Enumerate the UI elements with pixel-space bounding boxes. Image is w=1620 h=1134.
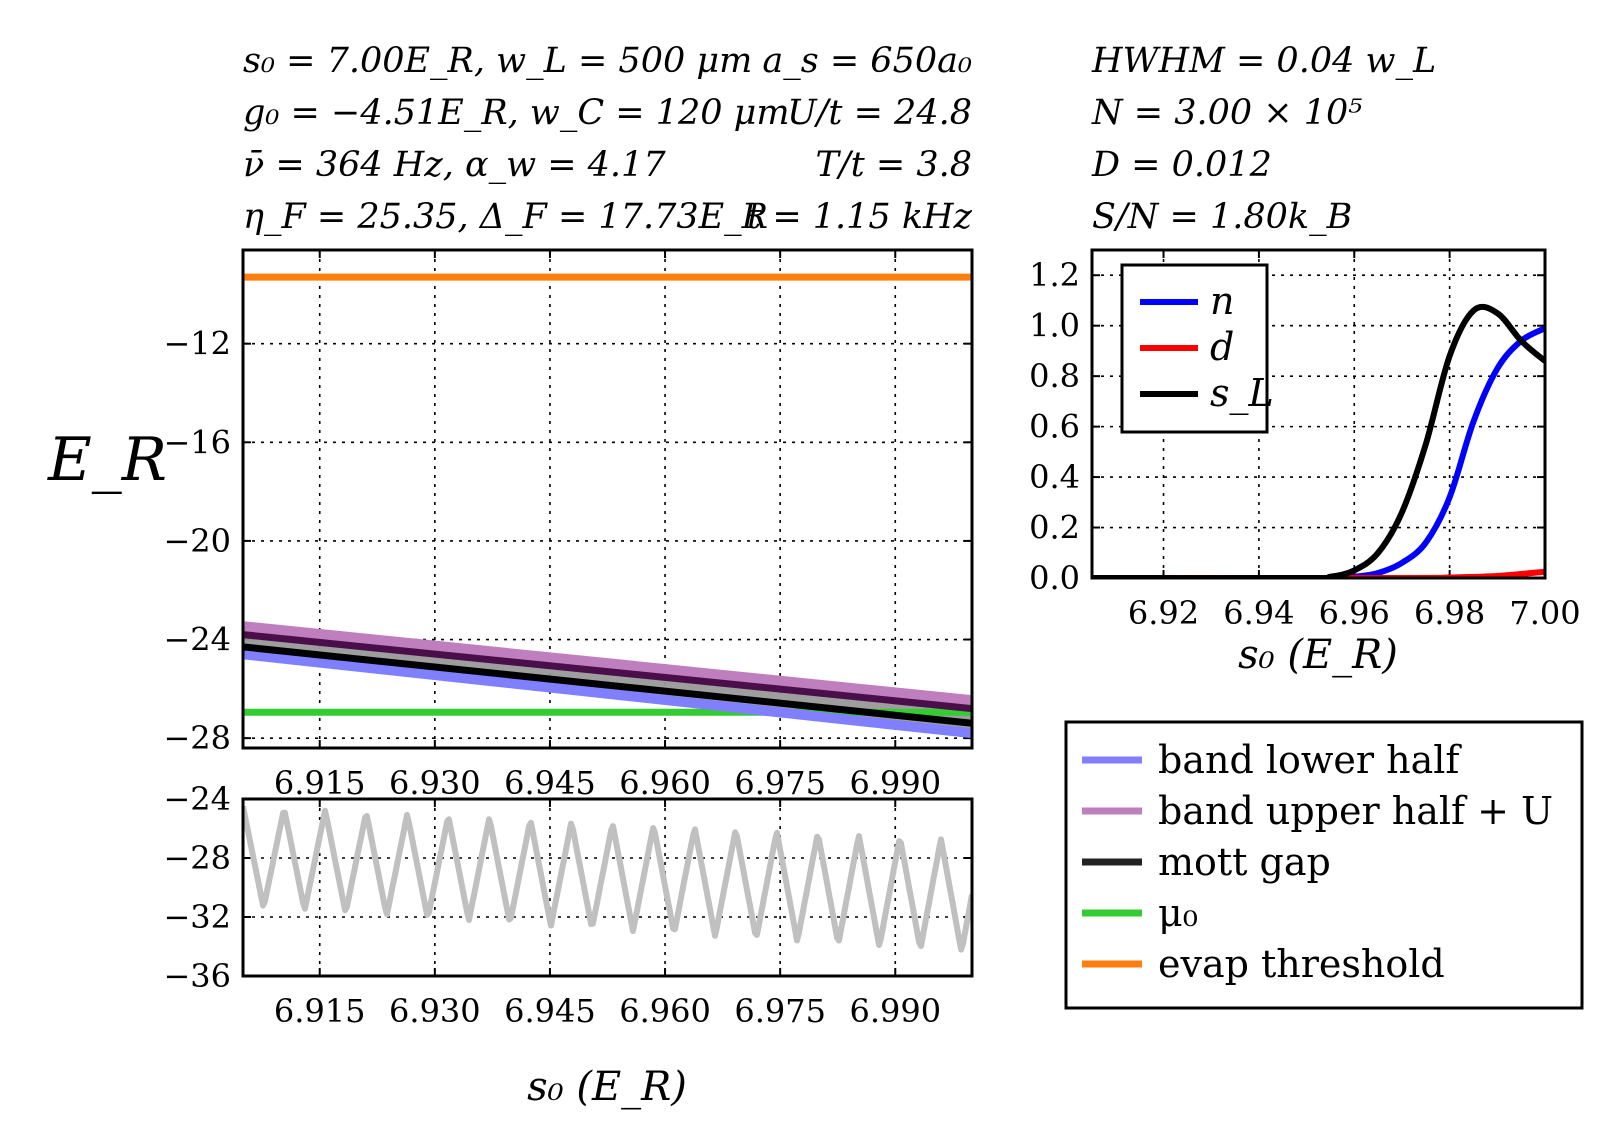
mott-gap-line xyxy=(243,643,972,727)
energy-xtick-label-1: 6.930 xyxy=(389,764,481,802)
param-right-3: D = 0.012 xyxy=(1091,145,1272,185)
main-legend-label-1: band upper half + U xyxy=(1158,789,1553,833)
osc-xtick-label-3: 6.960 xyxy=(619,992,711,1030)
frac-ytick-label-6: 1.2 xyxy=(1029,256,1080,294)
fraction-legend-label-1: d xyxy=(1210,325,1234,369)
band-upper-half-line xyxy=(243,621,972,708)
frac-xtick-label-0: 6.92 xyxy=(1128,594,1199,632)
osc-ytick-label-0: −24 xyxy=(163,780,231,818)
oscillation-line xyxy=(243,805,972,953)
energy-ytick-label-4: −28 xyxy=(163,719,231,757)
osc-ytick-label-3: −36 xyxy=(163,957,231,995)
param-mid-2: U/t = 24.8 xyxy=(787,93,972,133)
energy-ytick-label-3: −24 xyxy=(163,621,231,659)
frac-xtick-label-3: 6.98 xyxy=(1414,594,1485,632)
param-right-2: N = 3.00 × 10⁵ xyxy=(1091,93,1362,133)
frac-ytick-label-0: 0.0 xyxy=(1029,559,1080,597)
parameter-block: s₀ = 7.00E_R, w_L = 500 μm g₀ = −4.51E_R… xyxy=(243,41,1436,237)
energy-frame xyxy=(241,248,974,750)
energy-xtick-label-5: 6.990 xyxy=(849,764,941,802)
param-right-4: S/N = 1.80k_B xyxy=(1092,197,1352,237)
energy-ytick-label-1: −16 xyxy=(163,423,231,461)
main-legend-frame xyxy=(1064,720,1584,1010)
osc-xtick-label-0: 6.915 xyxy=(274,992,366,1030)
energy-ytick-label-2: −20 xyxy=(163,522,231,560)
oscillation-series-group xyxy=(243,805,972,953)
main-legend-label-3: μ₀ xyxy=(1158,891,1198,935)
oscillation-x-axis-label: s₀ (E_R) xyxy=(527,1064,687,1110)
param-left-3: ν̄ = 364 Hz, α_w = 4.17 xyxy=(243,145,666,185)
energy-ytick-label-0: −12 xyxy=(163,325,231,363)
energy-panel: 6.915 6.930 6.945 6.960 6.975 6.990 −12 −16 −20 −… xyxy=(163,248,974,802)
frac-ytick-label-1: 0.2 xyxy=(1029,509,1080,547)
osc-ytick-label-2: −32 xyxy=(163,898,231,936)
energy-xtick-label-0: 6.915 xyxy=(274,764,366,802)
fraction-panel: 6.92 6.94 6.96 6.98 7.00 0.0 0.2 0.4 0.6 0.8 1.0 1.… xyxy=(1029,248,1581,632)
param-left-4: η_F = 25.35, Δ_F = 17.73E_R xyxy=(243,197,768,237)
param-left-2: g₀ = −4.51E_R, w_C = 120 μm xyxy=(243,93,790,133)
energy-series-group xyxy=(243,273,972,739)
frac-xtick-label-4: 7.00 xyxy=(1509,594,1580,632)
oscillation-panel: 6.915 6.930 6.945 6.960 6.975 6.990 −24 −28 −32 −… xyxy=(163,780,974,1030)
frac-xtick-label-2: 6.96 xyxy=(1319,594,1390,632)
frac-xtick-label-1: 6.94 xyxy=(1223,594,1294,632)
param-mid-4: t = 1.15 kHz xyxy=(747,197,972,237)
fraction-legend: nds_L xyxy=(1120,263,1274,434)
fraction-legend-label-0: n xyxy=(1210,279,1234,323)
osc-xtick-label-2: 6.945 xyxy=(504,992,596,1030)
osc-xtick-label-5: 6.990 xyxy=(849,992,941,1030)
energy-xtick-label-4: 6.975 xyxy=(734,764,826,802)
band-lower-half-line xyxy=(243,649,972,739)
main-legend: band lower half band upper half + U mott g… xyxy=(1064,720,1584,1010)
param-right-1: HWHM = 0.04 w_L xyxy=(1091,41,1436,81)
frac-ytick-label-2: 0.4 xyxy=(1029,458,1080,496)
frac-ytick-label-4: 0.8 xyxy=(1029,357,1080,395)
energy-xtick-label-2: 6.945 xyxy=(504,764,596,802)
fraction-legend-label-2: s_L xyxy=(1210,371,1274,416)
main-legend-label-2: mott gap xyxy=(1158,840,1331,884)
param-mid-1: a_s = 650a₀ xyxy=(762,41,972,81)
main-legend-label-4: evap threshold xyxy=(1158,942,1445,986)
fraction-x-axis-label: s₀ (E_R) xyxy=(1238,632,1398,678)
frac-ytick-label-3: 0.6 xyxy=(1029,408,1080,446)
energy-xtick-label-3: 6.960 xyxy=(619,764,711,802)
main-legend-label-0: band lower half xyxy=(1158,738,1462,782)
energy-y-axis-label: E_R xyxy=(47,425,167,495)
osc-ytick-label-1: −28 xyxy=(163,839,231,877)
band-upper-dark-edge xyxy=(243,631,972,713)
param-mid-3: T/t = 3.8 xyxy=(816,145,972,185)
frac-ytick-label-5: 1.0 xyxy=(1029,307,1080,345)
oscillation-frame xyxy=(241,797,974,978)
osc-xtick-label-1: 6.930 xyxy=(389,992,481,1030)
param-left-1: s₀ = 7.00E_R, w_L = 500 μm xyxy=(243,41,752,81)
osc-xtick-label-4: 6.975 xyxy=(734,992,826,1030)
fraction-frame xyxy=(1090,248,1547,580)
